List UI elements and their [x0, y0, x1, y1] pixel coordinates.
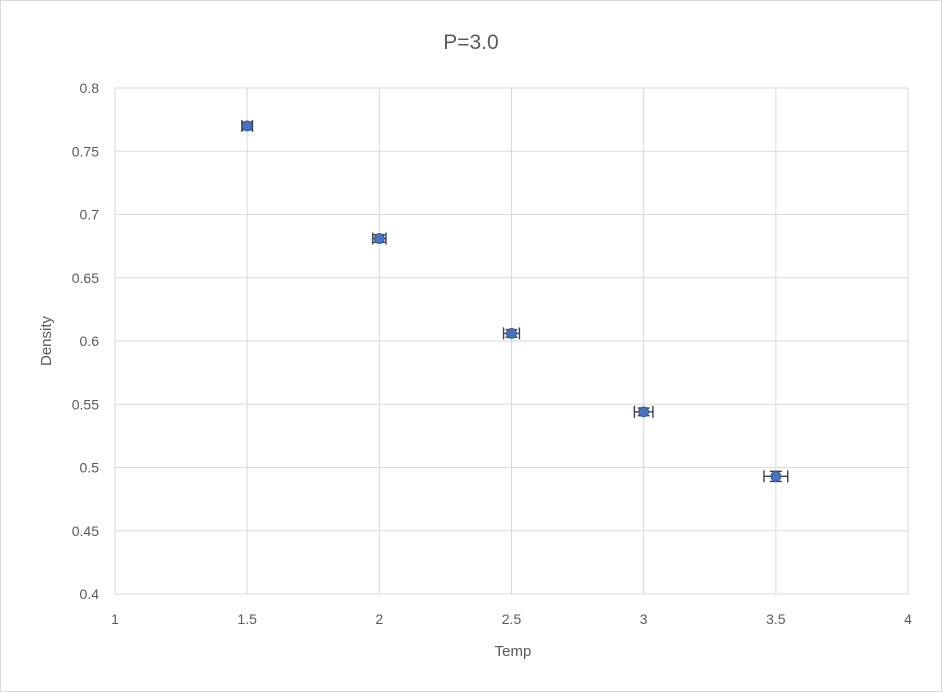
y-tick-label: 0.55	[72, 396, 99, 412]
x-axis-ticks: 1 1.5 2 2.5 3 3.5 4	[111, 611, 912, 627]
y-tick-label: 0.65	[72, 270, 99, 286]
x-tick-label: 4	[904, 611, 912, 627]
x-tick-label: 2	[375, 611, 383, 627]
data-point	[241, 120, 253, 132]
data-point	[506, 328, 517, 339]
y-tick-label: 0.8	[80, 80, 100, 96]
chart-title: P=3.0	[443, 31, 498, 54]
y-tick-label: 0.45	[72, 523, 99, 539]
y-tick-label: 0.5	[80, 460, 100, 476]
data-point	[638, 406, 650, 418]
y-axis-label: Density	[38, 315, 55, 366]
y-tick-label: 0.4	[80, 586, 100, 602]
x-tick-label: 1.5	[237, 611, 257, 627]
y-tick-label: 0.6	[80, 333, 100, 349]
y-tick-label: 0.75	[72, 143, 99, 159]
vertical-gridlines	[114, 88, 909, 594]
x-axis-label: Temp	[495, 643, 532, 660]
data-point	[373, 233, 385, 244]
x-tick-label: 2.5	[502, 611, 522, 627]
x-tick-label: 3	[640, 611, 648, 627]
y-tick-label: 0.7	[80, 207, 100, 223]
x-tick-label: 3.5	[766, 611, 786, 627]
data-point	[770, 470, 782, 482]
y-axis-ticks: 0.4 0.45 0.5 0.55 0.6 0.65 0.7 0.75 0.8	[72, 80, 99, 602]
x-tick-label: 1	[111, 611, 119, 627]
data-points	[241, 119, 789, 483]
